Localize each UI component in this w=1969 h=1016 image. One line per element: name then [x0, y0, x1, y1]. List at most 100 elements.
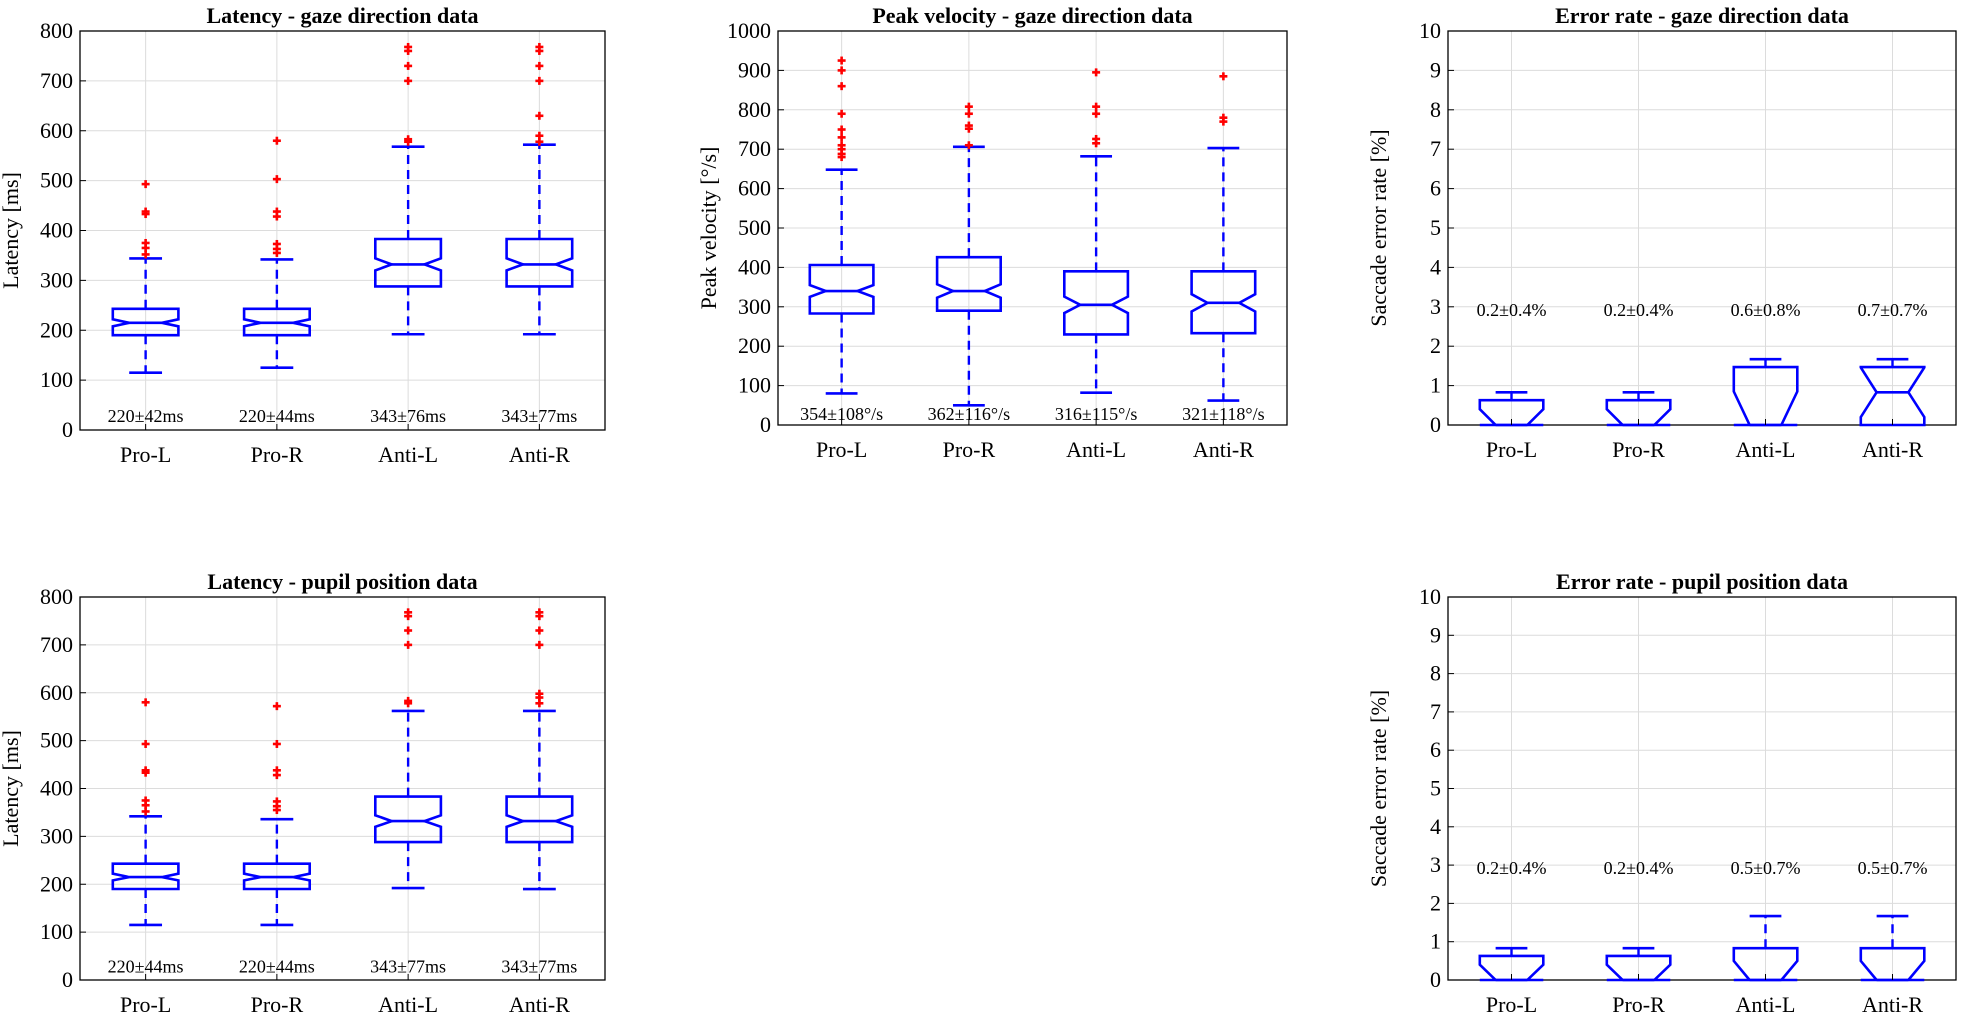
stat-annotation: 0.5±0.7%	[1731, 858, 1801, 878]
stat-annotation: 220±44ms	[239, 957, 315, 977]
outlier-marker	[964, 109, 973, 118]
outlier-marker	[404, 135, 413, 144]
box-Pro-R	[1605, 946, 1672, 982]
stat-annotation: 0.5±0.7%	[1858, 858, 1928, 878]
y-tick-label: 1	[1430, 373, 1441, 398]
box-body	[505, 237, 574, 288]
outlier-marker	[141, 766, 150, 775]
y-tick-label: 0	[62, 417, 73, 442]
y-tick-label: 0	[760, 412, 771, 437]
x-tick-label: Pro-R	[251, 992, 304, 1016]
stat-annotation: 354±108°/s	[800, 404, 883, 424]
y-tick-label: 0	[62, 967, 73, 992]
y-tick-label: 800	[40, 18, 73, 43]
y-tick-label: 1000	[727, 18, 771, 43]
box-body	[505, 795, 574, 844]
box-body	[242, 307, 312, 337]
y-tick-label: 700	[738, 136, 771, 161]
y-tick-label: 10	[1419, 584, 1441, 609]
x-tick-label: Pro-L	[1486, 437, 1537, 462]
plot-frame	[1447, 30, 1957, 426]
box-Pro-R	[242, 702, 312, 927]
x-tick-label: Anti-L	[378, 442, 438, 467]
x-tick-label: Anti-L	[1736, 437, 1796, 462]
x-tick-label: Anti-R	[509, 992, 570, 1016]
outlier-marker	[837, 82, 846, 91]
outlier-marker	[404, 76, 413, 85]
x-tick-label: Anti-L	[1066, 437, 1126, 462]
outlier-marker	[535, 131, 544, 140]
y-tick-label: 200	[40, 317, 73, 342]
outlier-marker	[535, 640, 544, 649]
outlier-marker	[837, 66, 846, 75]
x-tick-label: Pro-R	[1612, 437, 1665, 462]
outlier-marker	[837, 56, 846, 65]
stat-annotation: 0.2±0.4%	[1477, 300, 1547, 320]
y-tick-label: 10	[1419, 18, 1441, 43]
outlier-marker	[404, 640, 413, 649]
x-tick-label: Pro-R	[251, 442, 304, 467]
y-tick-label: 4	[1430, 254, 1441, 279]
y-tick-label: 200	[40, 871, 73, 896]
box-Anti-R	[505, 42, 574, 336]
outlier-marker	[535, 76, 544, 85]
plot-frame	[1447, 596, 1957, 981]
y-tick-label: 7	[1430, 699, 1441, 724]
chart-latency-pupil: 0 100 200 300 400 500 600 700 800 Latency - pupil…	[0, 569, 606, 1016]
y-tick-label: 400	[40, 776, 73, 801]
y-tick-label: 5	[1430, 776, 1441, 801]
y-tick-label: 500	[40, 728, 73, 753]
stat-annotation: 0.6±0.8%	[1731, 300, 1801, 320]
x-tick-label: Anti-R	[1862, 437, 1923, 462]
x-tick-label: Pro-L	[120, 442, 171, 467]
outlier-marker	[404, 696, 413, 705]
box-body	[1732, 365, 1799, 427]
y-axis-label: Saccade error rate [%]	[1366, 690, 1391, 887]
outlier-marker	[964, 102, 973, 111]
outlier-marker	[272, 136, 281, 145]
box-body	[242, 862, 312, 891]
y-tick-label: 500	[738, 215, 771, 240]
plot-frame	[777, 30, 1288, 426]
stat-annotation: 220±42ms	[108, 406, 184, 426]
y-tick-label: 400	[40, 218, 73, 243]
box-body	[111, 307, 180, 337]
x-tick-label: Anti-L	[378, 992, 438, 1016]
y-axis-label: Saccade error rate [%]	[1366, 129, 1391, 326]
y-tick-label: 600	[40, 680, 73, 705]
outlier-marker	[535, 608, 544, 617]
outlier-marker	[535, 111, 544, 120]
y-tick-label: 2	[1430, 890, 1441, 915]
y-tick-label: 300	[40, 267, 73, 292]
x-tick-label: Pro-L	[120, 992, 171, 1016]
y-tick-label: 900	[738, 57, 771, 82]
y-tick-label: 3	[1430, 852, 1441, 877]
outlier-marker	[141, 180, 150, 189]
y-tick-label: 800	[40, 584, 73, 609]
outlier-marker	[404, 626, 413, 635]
x-tick-label: Pro-R	[1612, 992, 1665, 1016]
outlier-marker	[1092, 134, 1101, 143]
outlier-marker	[141, 238, 150, 247]
stat-annotation: 343±77ms	[501, 957, 577, 977]
plot-frame	[79, 30, 606, 431]
y-tick-label: 2	[1430, 333, 1441, 358]
box-body	[808, 263, 875, 315]
stat-annotation: 0.2±0.4%	[1604, 858, 1674, 878]
outlier-marker	[272, 797, 281, 806]
box-body	[1859, 946, 1926, 982]
outlier-marker	[535, 42, 544, 51]
y-axis-label: Latency [ms]	[0, 172, 23, 289]
outlier-marker	[272, 702, 281, 711]
chart-latency-gaze: 0 100 200 300 400 500 600 700 800 Latency - gaze …	[0, 3, 606, 467]
y-tick-label: 6	[1430, 176, 1441, 201]
y-tick-label: 700	[40, 632, 73, 657]
chart-error-pupil: 0 1 2 3 4 5 6 7 8 9 10 Error rate - pupil position …	[1366, 569, 1957, 1016]
outlier-marker	[272, 207, 281, 216]
outlier-marker	[535, 689, 544, 698]
outlier-marker	[535, 61, 544, 70]
y-tick-label: 400	[738, 254, 771, 279]
outlier-marker	[837, 109, 846, 118]
x-tick-label: Anti-R	[1862, 992, 1923, 1016]
